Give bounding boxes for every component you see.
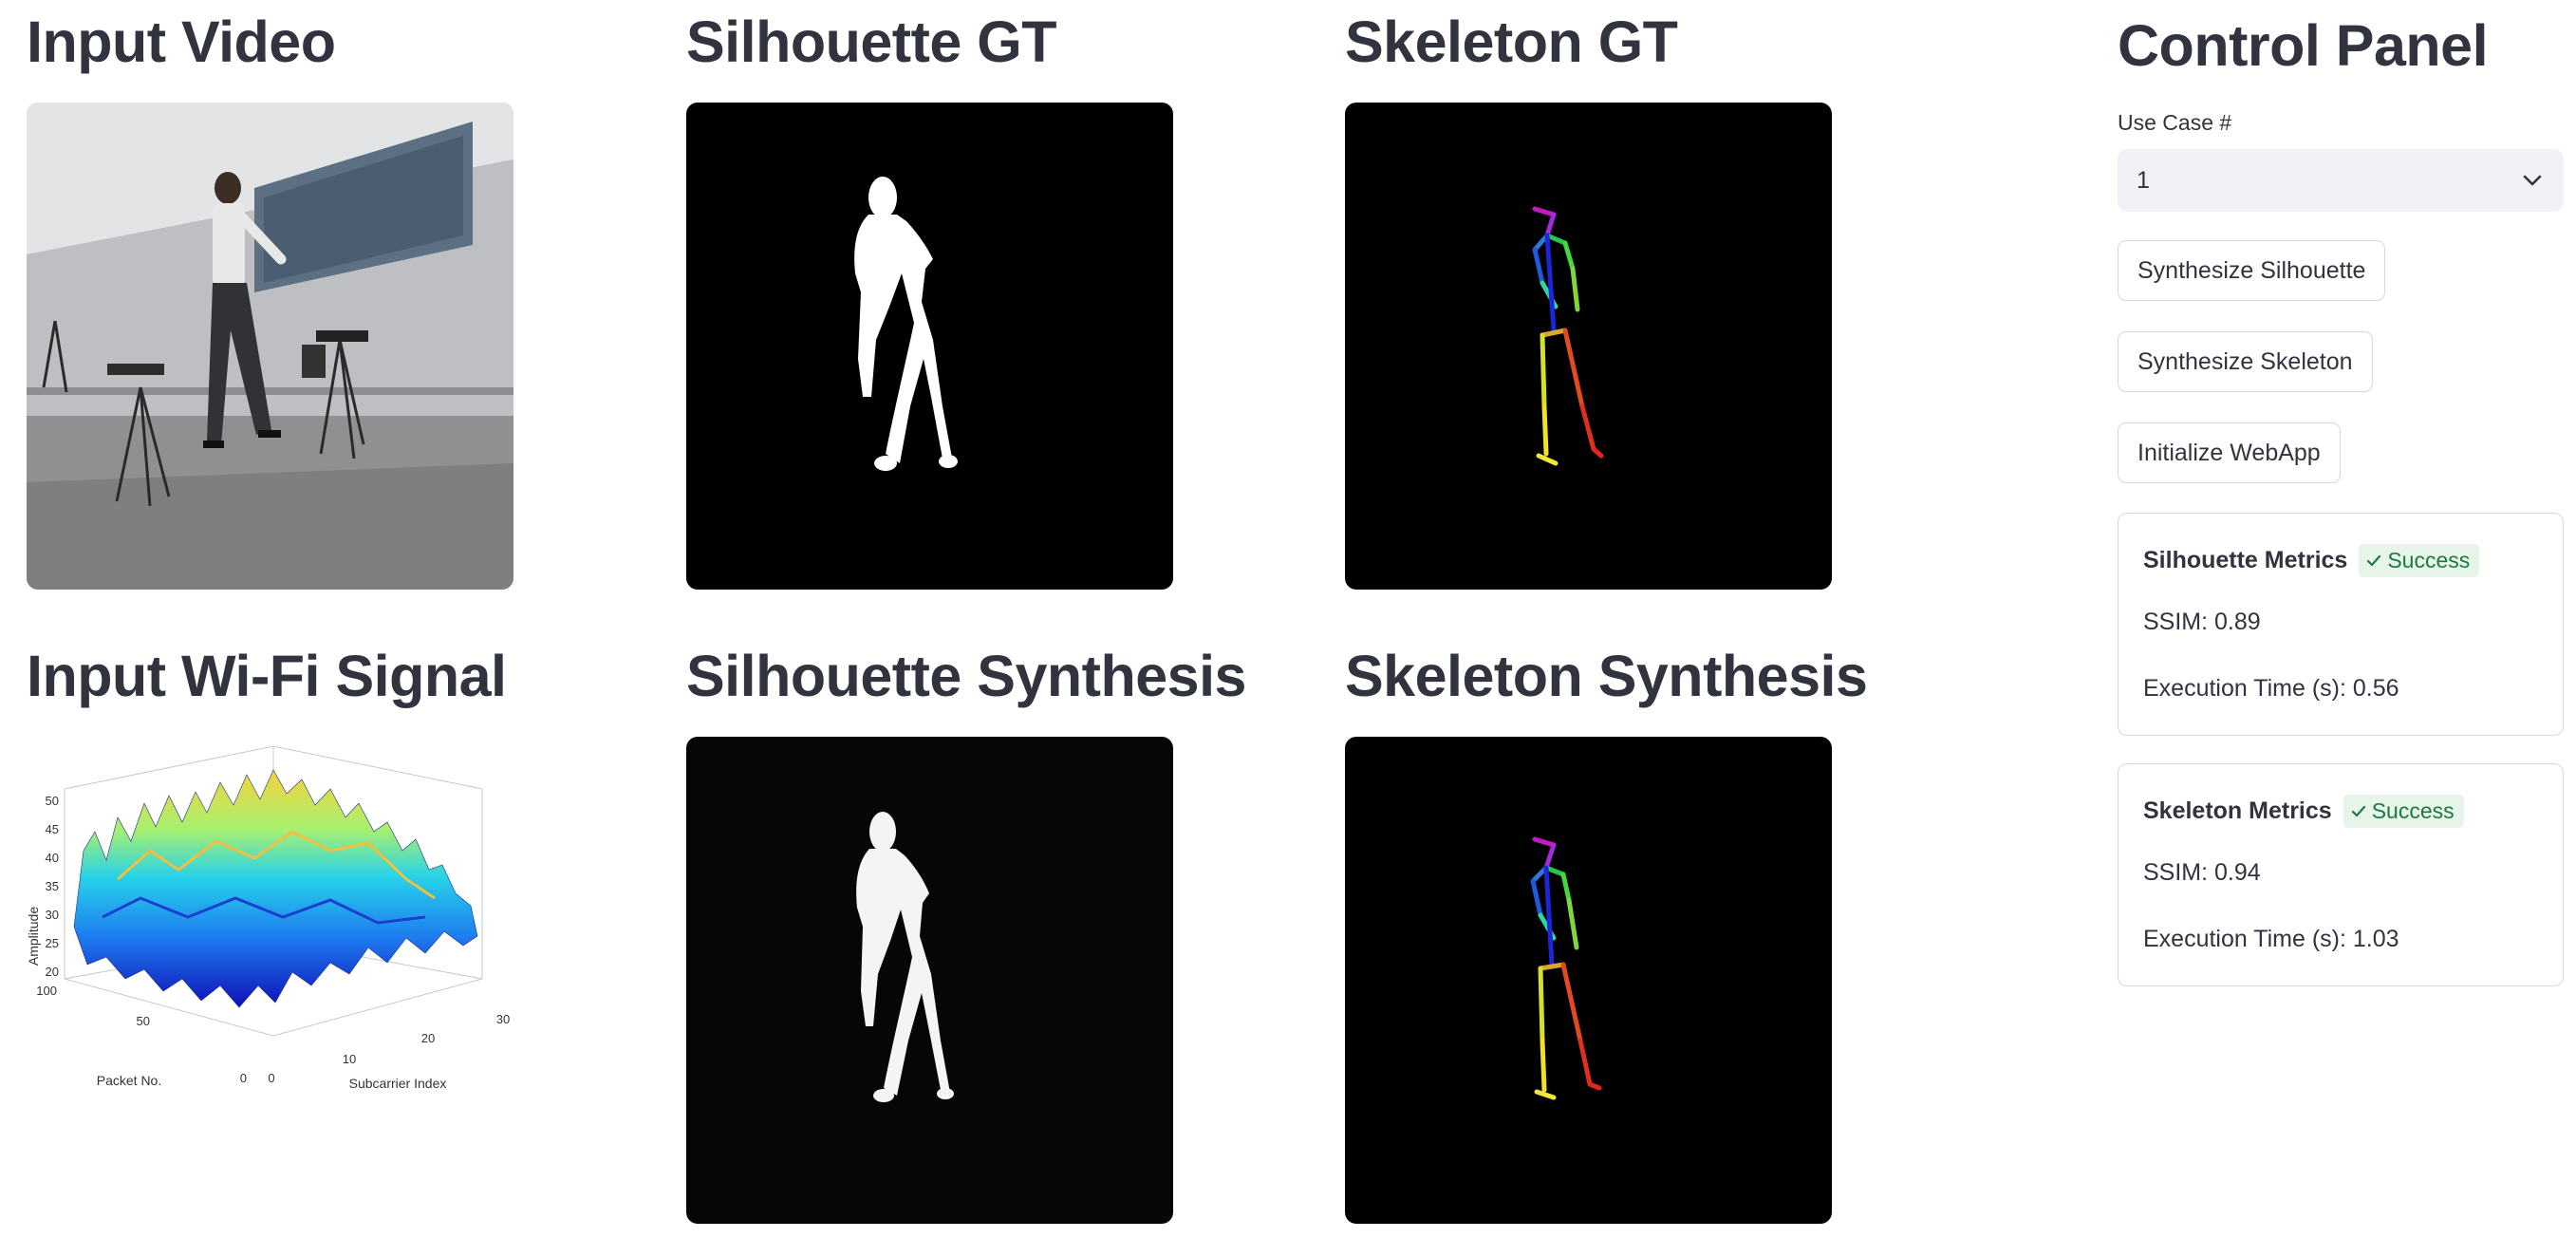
input-wifi-heading: Input Wi-Fi Signal	[27, 644, 507, 708]
status-text: Success	[2371, 798, 2455, 823]
synthesize-silhouette-button[interactable]: Synthesize Silhouette	[2118, 240, 2386, 301]
wifi-signal-plot: 50 45 40 35 30 25 20 100 50 0 0 10 20 30…	[27, 737, 520, 1107]
x-axis-label-subcarrier: Subcarrier Index	[349, 1076, 447, 1091]
control-panel-title: Control Panel	[2118, 13, 2489, 78]
subcarrier-tick: 10	[343, 1052, 356, 1066]
silhouette-metrics-title: Silhouette Metrics	[2143, 547, 2348, 573]
use-case-label: Use Case #	[2118, 110, 2232, 135]
y-tick: 45	[46, 822, 59, 836]
input-video-heading: Input Video	[27, 9, 336, 74]
y-tick: 20	[46, 965, 59, 979]
subcarrier-tick: 0	[268, 1071, 274, 1085]
skeleton-synthesis-image	[1345, 737, 1832, 1224]
skeleton-ssim: SSIM: 0.94	[2143, 859, 2261, 886]
check-icon	[2367, 554, 2381, 566]
silhouette-synthesis-image	[686, 737, 1173, 1224]
y-tick: 50	[46, 794, 59, 808]
skeleton-gt-heading: Skeleton GT	[1345, 9, 1678, 74]
y-tick: 30	[46, 908, 59, 922]
skeleton-gt-image	[1345, 103, 1832, 590]
synthesize-skeleton-button[interactable]: Synthesize Skeleton	[2118, 331, 2373, 392]
skeleton-metrics-title: Skeleton Metrics	[2143, 797, 2332, 824]
check-icon	[2351, 805, 2365, 816]
initialize-webapp-button[interactable]: Initialize WebApp	[2118, 422, 2341, 483]
skeleton-synthesis-heading: Skeleton Synthesis	[1345, 644, 1868, 708]
subcarrier-tick: 30	[496, 1012, 510, 1026]
packet-tick: 50	[137, 1014, 150, 1028]
silhouette-metrics-card: Silhouette Metrics Success SSIM: 0.89 Ex…	[2118, 513, 2564, 736]
input-video-frame	[27, 103, 513, 590]
skeleton-exec-time: Execution Time (s): 1.03	[2143, 926, 2399, 952]
y-tick: 35	[46, 879, 59, 893]
packet-tick: 0	[240, 1071, 247, 1085]
packet-tick: 100	[36, 984, 57, 998]
chevron-down-icon	[2520, 168, 2545, 193]
silhouette-synthesis-heading: Silhouette Synthesis	[686, 644, 1246, 708]
silhouette-ssim: SSIM: 0.89	[2143, 609, 2261, 635]
status-badge: Success	[2359, 544, 2480, 577]
skeleton-metrics-card: Skeleton Metrics Success SSIM: 0.94 Exec…	[2118, 763, 2564, 986]
status-text: Success	[2387, 548, 2471, 572]
y-axis-label: Amplitude	[27, 907, 41, 966]
use-case-value: 1	[2137, 166, 2150, 194]
subcarrier-tick: 20	[421, 1031, 435, 1045]
use-case-select[interactable]: 1	[2118, 149, 2564, 212]
silhouette-exec-time: Execution Time (s): 0.56	[2143, 675, 2399, 702]
x-axis-label-packet: Packet No.	[97, 1073, 161, 1088]
silhouette-gt-heading: Silhouette GT	[686, 9, 1057, 74]
status-badge: Success	[2343, 795, 2464, 828]
silhouette-gt-image	[686, 103, 1173, 590]
y-tick: 40	[46, 851, 59, 865]
y-tick: 25	[46, 936, 59, 950]
